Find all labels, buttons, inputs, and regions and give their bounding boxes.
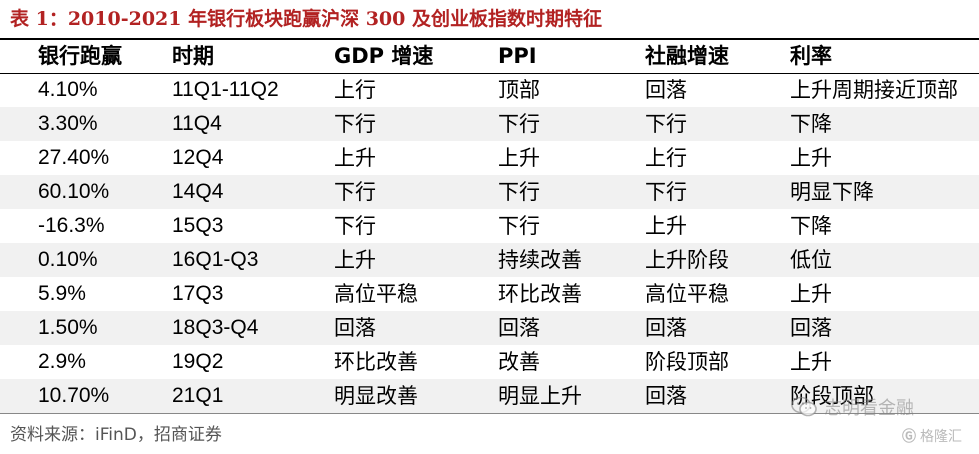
table-cell: 下行 — [334, 112, 376, 136]
table-cell: 回落 — [498, 316, 540, 340]
table-cell: 3.30% — [38, 112, 98, 135]
table-cell: 下行 — [498, 214, 540, 238]
table-cell: 上升阶段 — [645, 248, 729, 272]
table-cell: 27.40% — [38, 146, 110, 169]
table-cell: 持续改善 — [498, 248, 582, 272]
table-cell: 上升周期接近顶部 — [790, 78, 958, 102]
table-cell: 高位平稳 — [334, 282, 418, 306]
table-cell: 17Q3 — [172, 282, 224, 305]
table-cell: 60.10% — [38, 180, 110, 203]
table-cell: 下行 — [334, 180, 376, 204]
watermark-text: 志明看金融 — [824, 398, 914, 419]
table-cell: 21Q1 — [172, 384, 224, 407]
table-header-row: 银行跑赢 时期 GDP 增速 PPI 社融增速 利率 — [0, 40, 979, 73]
table-cell: 16Q1-Q3 — [172, 248, 259, 271]
table-cell: 10.70% — [38, 384, 110, 407]
table-row: 2.9% 19Q2 环比改善 改善 阶段顶部 上升 — [0, 345, 979, 379]
table-cell: 上升 — [790, 350, 832, 374]
table-row: 60.10% 14Q4 下行 下行 下行 明显下降 — [0, 175, 979, 209]
table-cell: 19Q2 — [172, 350, 224, 373]
table-cell: 上升 — [498, 146, 540, 170]
table-cell: 下降 — [790, 112, 832, 136]
table-row: 1.50% 18Q3-Q4 回落 回落 回落 回落 — [0, 311, 979, 345]
table-cell: -16.3% — [38, 214, 105, 237]
table-cell: 环比改善 — [334, 350, 418, 374]
table-cell: 下行 — [498, 112, 540, 136]
table-cell: 改善 — [498, 350, 540, 374]
data-table: 银行跑赢 时期 GDP 增速 PPI 社融增速 利率 4.10% 11Q1-11… — [0, 40, 979, 413]
table-row: 4.10% 11Q1-11Q2 上行 顶部 回落 上升周期接近顶部 — [0, 73, 979, 107]
table-cell: 回落 — [334, 316, 376, 340]
table-row: -16.3% 15Q3 下行 下行 上升 下降 — [0, 209, 979, 243]
header-cell-gdp: GDP 增速 — [334, 44, 434, 68]
table-cell: 明显上升 — [498, 384, 582, 408]
table-cell: 下行 — [645, 112, 687, 136]
table-cell: 15Q3 — [172, 214, 224, 237]
brand-watermark: Ⓖ 格隆汇 — [902, 426, 962, 446]
table-cell: 4.10% — [38, 78, 98, 101]
table-row: 27.40% 12Q4 上升 上升 上行 上升 — [0, 141, 979, 175]
table-row: 3.30% 11Q4 下行 下行 下行 下降 — [0, 107, 979, 141]
table-cell: 回落 — [645, 78, 687, 102]
table-cell: 18Q3-Q4 — [172, 316, 259, 339]
table-cell: 顶部 — [498, 78, 540, 102]
bottom-rule — [0, 413, 979, 414]
table-cell: 低位 — [790, 248, 832, 272]
header-cell-rate: 利率 — [790, 44, 832, 68]
table-cell: 回落 — [790, 316, 832, 340]
table-cell: 回落 — [645, 316, 687, 340]
table-cell: 1.50% — [38, 316, 98, 339]
header-cell-period: 时期 — [172, 45, 214, 68]
table-cell: 5.9% — [38, 282, 86, 305]
wechat-icon — [791, 396, 817, 417]
table-cell: 11Q1-11Q2 — [172, 78, 279, 101]
table-row: 0.10% 16Q1-Q3 上升 持续改善 上升阶段 低位 — [0, 243, 979, 277]
table-cell: 上升 — [790, 146, 832, 170]
table-cell: 环比改善 — [498, 282, 582, 306]
table-cell: 11Q4 — [172, 112, 222, 135]
table-cell: 下行 — [498, 180, 540, 204]
table-cell: 下降 — [790, 214, 832, 238]
table-title: 表 1：2010-2021 年银行板块跑赢沪深 300 及创业板指数时期特征 — [10, 8, 602, 30]
table-cell: 2.9% — [38, 350, 86, 373]
table-cell: 0.10% — [38, 248, 98, 271]
table-cell: 上行 — [645, 146, 687, 170]
table-cell: 12Q4 — [172, 146, 224, 169]
header-cell-bank-outperform: 银行跑赢 — [38, 45, 122, 68]
table-cell: 14Q4 — [172, 180, 224, 203]
brand-logo-icon: Ⓖ — [902, 429, 916, 445]
table-cell: 上行 — [334, 78, 376, 102]
table-row: 10.70% 21Q1 明显改善 明显上升 回落 阶段顶部 — [0, 379, 979, 413]
table-cell: 上升 — [334, 146, 376, 170]
brand-watermark-text: 格隆汇 — [920, 429, 962, 445]
table-cell: 明显改善 — [334, 384, 418, 408]
top-rule — [0, 38, 979, 40]
table-cell: 上升 — [790, 282, 832, 306]
table-cell: 高位平稳 — [645, 282, 729, 306]
header-cell-social-financing: 社融增速 — [645, 44, 729, 68]
table-row: 5.9% 17Q3 高位平稳 环比改善 高位平稳 上升 — [0, 277, 979, 311]
table-cell: 上升 — [645, 214, 687, 238]
table-cell: 上升 — [334, 248, 376, 272]
table-cell: 下行 — [645, 180, 687, 204]
table-cell: 下行 — [334, 214, 376, 238]
table-cell: 明显下降 — [790, 180, 874, 204]
header-rule — [0, 73, 979, 74]
table-cell: 回落 — [645, 384, 687, 408]
watermark: 志明看金融 — [790, 392, 914, 422]
table-cell: 阶段顶部 — [645, 350, 729, 374]
header-cell-ppi: PPI — [498, 44, 537, 68]
source-note: 资料来源：iFinD，招商证券 — [10, 425, 222, 445]
